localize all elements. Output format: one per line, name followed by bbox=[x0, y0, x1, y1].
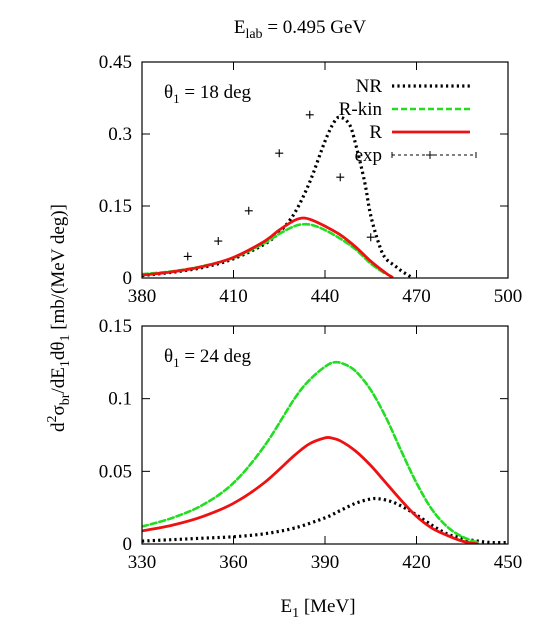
series-line-r bbox=[142, 216, 394, 278]
series-line-nr bbox=[142, 496, 508, 544]
x-tick-label: 360 bbox=[219, 552, 248, 573]
x-tick-label: 470 bbox=[402, 286, 431, 307]
exp-data-point bbox=[305, 110, 314, 119]
legend-label: R bbox=[369, 122, 382, 143]
panel-annotation: θ1 = 18 deg bbox=[164, 82, 252, 106]
exp-data-point bbox=[275, 149, 284, 158]
x-axis-label: E1 [MeV] bbox=[280, 596, 355, 621]
x-tick-label: 390 bbox=[311, 552, 340, 573]
y-tick-label: 0.15 bbox=[99, 196, 132, 217]
panel-annotation: θ1 = 24 deg bbox=[164, 346, 252, 370]
figure-title: Elab = 0.495 GeV bbox=[234, 17, 367, 42]
x-tick-label: 410 bbox=[219, 286, 248, 307]
y-tick-label: 0 bbox=[123, 268, 133, 289]
y-axis-label: d2σbr/dE1dθ1 [mb/(MeV deg)] bbox=[45, 204, 73, 432]
y-tick-label: 0.05 bbox=[99, 461, 132, 482]
exp-data-point bbox=[244, 206, 253, 215]
plot-frame bbox=[141, 325, 509, 545]
legend-label: NR bbox=[356, 76, 383, 97]
y-tick-label: 0 bbox=[123, 534, 133, 555]
exp-data-point bbox=[366, 233, 375, 242]
plot-frame bbox=[141, 61, 509, 279]
y-tick-label: 0.3 bbox=[108, 124, 132, 145]
series-line-r-kin bbox=[142, 222, 388, 276]
legend-label: exp bbox=[355, 145, 382, 166]
y-tick-label: 0.45 bbox=[99, 52, 132, 73]
legend-swatch-exp-marker bbox=[391, 151, 477, 159]
x-tick-label: 450 bbox=[494, 552, 523, 573]
legend-label: R-kin bbox=[339, 99, 383, 120]
top-panel: 380 410 440 470 500 0 0.15 0.3 0.45 θ1 = 18 deg NR… bbox=[99, 52, 523, 307]
x-tick-label: 420 bbox=[402, 552, 431, 573]
exp-data-point bbox=[214, 237, 223, 246]
x-tick-label: 500 bbox=[494, 286, 523, 307]
y-tick-label: 0.15 bbox=[99, 316, 132, 337]
series-line-nr bbox=[142, 115, 412, 278]
x-tick-label: 440 bbox=[311, 286, 340, 307]
x-tick-label: 380 bbox=[128, 286, 157, 307]
series-line-r bbox=[142, 435, 479, 544]
exp-data-point bbox=[183, 252, 192, 261]
y-tick-label: 0.1 bbox=[108, 389, 132, 410]
exp-data-point bbox=[336, 173, 345, 182]
series-line-r-kin bbox=[142, 360, 479, 544]
bottom-panel: 330 360 390 420 450 0 0.05 0.1 0.15 θ1 = 24 deg bbox=[99, 316, 523, 573]
x-tick-label: 330 bbox=[128, 552, 157, 573]
